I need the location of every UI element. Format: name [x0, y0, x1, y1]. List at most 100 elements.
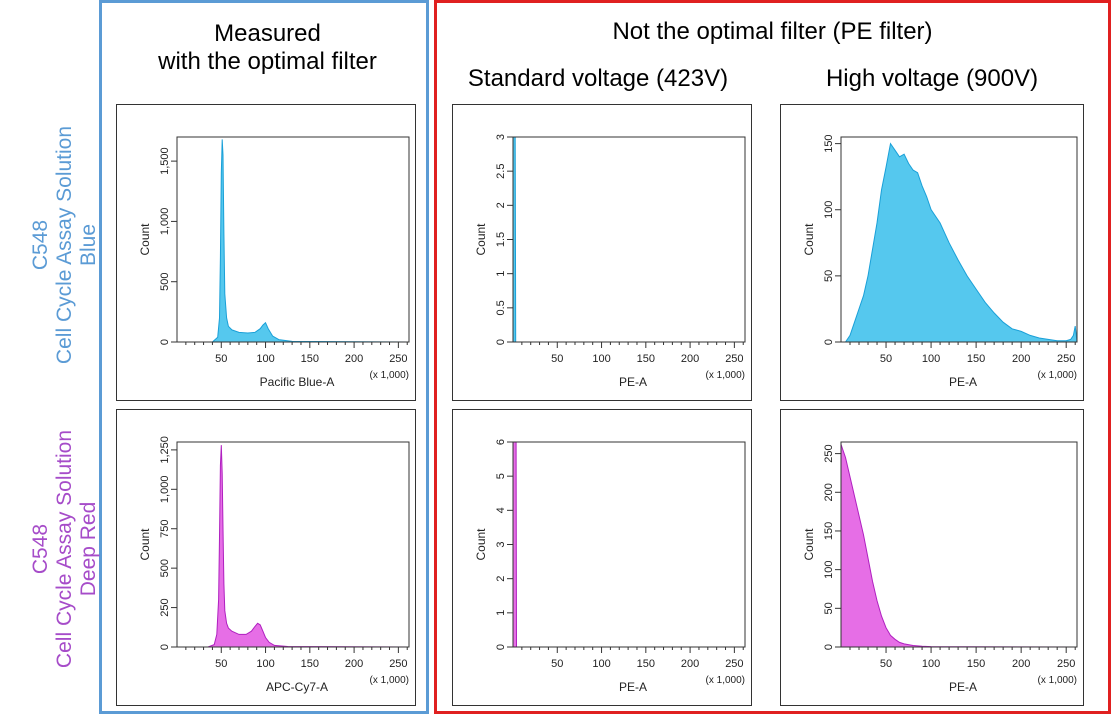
histogram-deepred-high-svg: 50 100 150 200 250 0 50 100 150 200 250 Count PE-A (x… — [802, 441, 1078, 694]
deepred-high-ytick-label: 200 — [823, 483, 835, 501]
deepred-high-ytick-label: 50 — [823, 602, 835, 614]
row-label-blue-line1: C548 — [29, 219, 52, 271]
deepred-optimal-histogram-area — [177, 445, 410, 648]
deepred-standard-xtick-label: 50 — [551, 658, 563, 670]
deepred-high-x-unit: (x 1,000) — [1038, 675, 1077, 686]
header-optimal-line2: with the optimal filter — [158, 47, 377, 75]
deepred-optimal-ylabel: Count — [138, 528, 152, 561]
deepred-high-xtick-label: 150 — [967, 658, 985, 670]
row-label-deep-red-line2: Cell Cycle Assay Solution — [53, 429, 77, 669]
deepred-high-xtick-label: 250 — [1057, 658, 1075, 670]
blue-high-ytick-label: 50 — [823, 270, 835, 282]
blue-standard-ytick-label: 2 — [495, 202, 507, 208]
deepred-optimal-xlabel: APC-Cy7-A — [266, 680, 328, 694]
blue-standard-xtick-label: 50 — [551, 353, 563, 365]
deepred-optimal-xtick-label: 100 — [256, 658, 274, 670]
deepred-optimal-ytick-label: 1,000 — [159, 476, 171, 504]
deepred-high-ytick-label: 150 — [823, 522, 835, 540]
blue-high-x-unit: (x 1,000) — [1038, 370, 1077, 381]
blue-optimal-plot-frame — [176, 136, 410, 343]
blue-optimal-xtick-label: 200 — [345, 353, 363, 365]
row-label-blue-line3: Blue — [77, 223, 101, 267]
blue-standard-xtick-label: 100 — [592, 353, 610, 365]
deepred-standard-ytick-label: 5 — [495, 473, 507, 479]
blue-high-plot-frame — [840, 136, 1078, 343]
blue-high-xtick-label: 150 — [967, 353, 985, 365]
deepred-high-ytick-label: 250 — [823, 444, 835, 462]
blue-optimal-ytick-label: 1,500 — [159, 147, 171, 175]
deepred-standard-ytick-label: 1 — [495, 610, 507, 616]
blue-optimal-xtick-label: 50 — [215, 353, 227, 365]
deepred-optimal-plot-frame — [176, 441, 410, 648]
blue-high-ytick-label: 150 — [823, 134, 835, 152]
blue-standard-xtick-label: 250 — [725, 353, 743, 365]
blue-standard-xtick-label: 200 — [681, 353, 699, 365]
deepred-standard-histogram-area — [512, 441, 745, 648]
deepred-standard-xtick-label: 200 — [681, 658, 699, 670]
deepred-optimal-xtick-label: 250 — [389, 658, 407, 670]
deepred-high-ylabel: Count — [802, 528, 816, 561]
row-label-deep-red: C548 Cell Cycle Assay Solution Deep Red — [29, 404, 101, 694]
blue-standard-plot-frame — [512, 136, 746, 343]
histogram-deepred-high: 50 100 150 200 250 0 50 100 150 200 250 Count PE-A (x… — [780, 409, 1084, 706]
blue-optimal-ytick-label: 0 — [159, 339, 171, 345]
blue-optimal-ylabel: Count — [138, 223, 152, 256]
blue-optimal-ytick-label: 500 — [159, 273, 171, 291]
blue-optimal-xtick-label: 150 — [301, 353, 319, 365]
blue-high-ylabel: Count — [802, 223, 816, 256]
blue-high-xtick-label: 50 — [880, 353, 892, 365]
row-label-blue: C548 Cell Cycle Assay Solution Blue — [29, 100, 101, 390]
deepred-standard-ytick-label: 6 — [495, 439, 507, 445]
deepred-optimal-x-unit: (x 1,000) — [370, 675, 409, 686]
deepred-standard-ylabel: Count — [474, 528, 488, 561]
histogram-blue-high: 50 100 150 200 250 0 50 100 150 Count PE-A (x 1,000… — [780, 104, 1084, 401]
blue-high-xtick-label: 250 — [1057, 353, 1075, 365]
blue-standard-ytick-label: 0 — [495, 339, 507, 345]
deepred-standard-ytick-label: 0 — [495, 644, 507, 650]
deepred-optimal-ytick-label: 750 — [159, 520, 171, 538]
blue-high-ytick-label: 0 — [823, 339, 835, 345]
deepred-optimal-xtick-label: 50 — [215, 658, 227, 670]
deepred-standard-ytick-label: 3 — [495, 541, 507, 547]
deepred-standard-xlabel: PE-A — [619, 680, 647, 694]
deepred-standard-ytick-label: 2 — [495, 576, 507, 582]
deepred-optimal-ytick-label: 250 — [159, 598, 171, 616]
deepred-standard-xtick-label: 150 — [637, 658, 655, 670]
blue-optimal-x-unit: (x 1,000) — [370, 370, 409, 381]
deepred-optimal-ytick-label: 0 — [159, 644, 171, 650]
histogram-deepred-optimal-svg: 50 100 150 200 250 0 250 500 750 1,000 1,250 Count A… — [138, 436, 410, 694]
deepred-optimal-xtick-label: 150 — [301, 658, 319, 670]
deepred-high-xlabel: PE-A — [949, 680, 977, 694]
optimal-filter-frame — [99, 0, 429, 714]
row-label-deep-red-line3: Deep Red — [77, 501, 101, 597]
deepred-optimal-xtick-label: 200 — [345, 658, 363, 670]
blue-optimal-xtick-label: 100 — [256, 353, 274, 365]
histogram-deepred-standard-svg: 50 100 150 200 250 0 1 2 3 4 5 6 Count PE-A (x 1,000) — [474, 439, 746, 694]
blue-standard-ylabel: Count — [474, 223, 488, 256]
header-standard-voltage: Standard voltage (423V) — [467, 65, 729, 92]
histogram-deepred-standard: 50 100 150 200 250 0 1 2 3 4 5 6 Count PE-A (x 1,000) — [452, 409, 752, 706]
blue-standard-xtick-label: 150 — [637, 353, 655, 365]
histogram-deepred-optimal: 50 100 150 200 250 0 250 500 750 1,000 1,250 Count A… — [116, 409, 416, 706]
pe-filter-frame — [434, 0, 1111, 714]
histogram-blue-optimal: 50 100 150 200 250 0 500 1,000 1,500 Count Pacific… — [116, 104, 416, 401]
histogram-blue-high-svg: 50 100 150 200 250 0 50 100 150 Count PE-A (x 1,000… — [802, 134, 1078, 389]
deepred-high-histogram-area — [840, 444, 1078, 648]
blue-high-histogram-area — [841, 142, 1078, 343]
deepred-optimal-ytick-label: 500 — [159, 559, 171, 577]
deepred-optimal-ytick-label: 1,250 — [159, 436, 171, 464]
histogram-blue-standard-svg: 50 100 150 200 250 0 0.5 1 1.5 2 2.5 3 Count PE-A (x 1… — [474, 134, 746, 389]
deepred-standard-xtick-label: 100 — [592, 658, 610, 670]
deepred-high-xtick-label: 100 — [922, 658, 940, 670]
deepred-standard-ytick-label: 4 — [495, 507, 507, 513]
blue-optimal-histogram-area — [177, 139, 410, 343]
histogram-blue-optimal-svg: 50 100 150 200 250 0 500 1,000 1,500 Count Pacific… — [138, 136, 410, 389]
blue-high-xtick-label: 200 — [1012, 353, 1030, 365]
deepred-high-xtick-label: 200 — [1012, 658, 1030, 670]
deepred-high-plot-frame — [840, 441, 1078, 648]
blue-high-ytick-label: 100 — [823, 201, 835, 219]
blue-standard-ytick-label: 1.5 — [495, 232, 507, 247]
row-label-deep-red-line1: C548 — [29, 523, 52, 575]
blue-standard-ytick-label: 1 — [495, 271, 507, 277]
header-high-voltage: High voltage (900V) — [825, 65, 1039, 92]
